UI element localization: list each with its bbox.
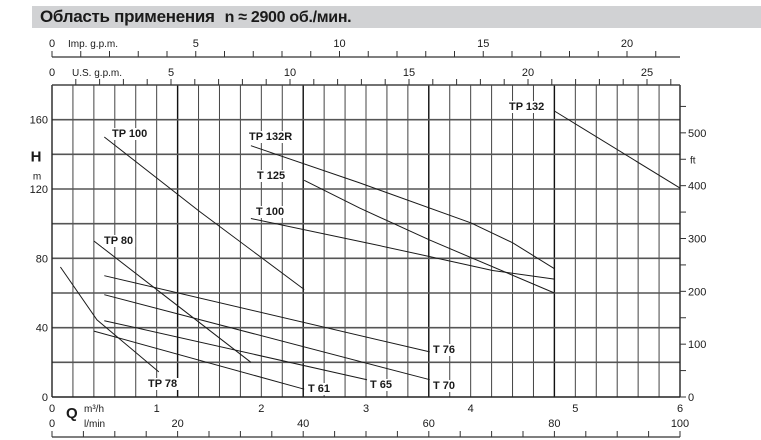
us-gpm-tick-label: 15 xyxy=(403,67,415,79)
series-label: T 65 xyxy=(370,379,392,391)
curve-tp-100 xyxy=(103,136,305,290)
imp-gpm-tick-label: 20 xyxy=(621,38,633,50)
series-label: T 100 xyxy=(256,206,284,218)
curve-t-125 xyxy=(303,179,555,294)
series-label-background xyxy=(247,131,295,143)
y-axis-symbol: H xyxy=(31,148,42,165)
x-tick-label: 2 xyxy=(258,403,264,415)
series-label: TP 80 xyxy=(104,235,133,247)
lmin-unit: l/min xyxy=(84,419,105,430)
series-label-background xyxy=(254,206,287,218)
curve-t-76 xyxy=(104,275,430,353)
ft-tick-label: 300 xyxy=(688,234,706,246)
x-axis-unit: m³/h xyxy=(84,404,104,415)
y-tick-label: 0 xyxy=(42,392,48,404)
us-gpm-tick-label: 10 xyxy=(284,67,296,79)
us-gpm-tick-label: 25 xyxy=(641,67,653,79)
imp-gpm-tick-label: 0 xyxy=(49,38,55,50)
ft-tick-label: 500 xyxy=(688,128,706,140)
lmin-tick-label: 60 xyxy=(423,418,435,430)
x-tick-label: 4 xyxy=(468,403,474,415)
series-label-background xyxy=(110,128,150,140)
series-label: T 125 xyxy=(257,170,285,182)
imp-gpm-tick-label: 10 xyxy=(333,38,345,50)
title-main: Область применения xyxy=(40,7,215,26)
ft-unit-label: ft xyxy=(690,155,696,166)
series-label-background xyxy=(507,101,547,113)
imp-gpm-tick-label: 5 xyxy=(193,38,199,50)
curve-tp-132r xyxy=(250,145,555,270)
series-label-background xyxy=(368,379,395,391)
lmin-tick-label: 20 xyxy=(171,418,183,430)
title-bar: Область применения n ≈ 2900 об./мин. xyxy=(32,6,761,28)
series-label: T 61 xyxy=(308,383,330,395)
lmin-tick-label: 0 xyxy=(49,418,55,430)
curve-tp-78 xyxy=(59,266,160,373)
ft-tick-label: 100 xyxy=(688,339,706,351)
curve-t-61 xyxy=(93,330,305,390)
series-label: T 70 xyxy=(433,380,455,392)
x-tick-label: 5 xyxy=(572,403,578,415)
y-tick-label: 80 xyxy=(36,253,48,265)
series-label-background xyxy=(255,170,288,182)
series-label-background xyxy=(431,344,458,356)
x-axis-symbol: Q xyxy=(66,405,78,422)
us-gpm-tick-label: 5 xyxy=(168,67,174,79)
curve-tp-132 xyxy=(554,110,681,189)
us-gpm-unit: U.S. g.p.m. xyxy=(72,68,122,79)
lmin-tick-label: 80 xyxy=(548,418,560,430)
series-label-background xyxy=(102,235,136,247)
series-label-background xyxy=(431,380,458,392)
curve-t-70 xyxy=(104,294,430,381)
curve-t-65 xyxy=(104,320,368,381)
ft-tick-label: 200 xyxy=(688,286,706,298)
us-gpm-tick-label: 0 xyxy=(49,67,55,79)
series-label-background xyxy=(306,383,333,395)
series-label: TP 132R xyxy=(249,131,292,143)
chart-title: Область применения n ≈ 2900 об./мин. xyxy=(40,7,352,27)
ft-tick-label: 400 xyxy=(688,181,706,193)
lmin-tick-label: 100 xyxy=(671,418,689,430)
title-speed: n ≈ 2900 об./мин. xyxy=(224,9,352,26)
x-tick-label: 1 xyxy=(154,403,160,415)
y-tick-label: 40 xyxy=(36,323,48,335)
series-label: TP 78 xyxy=(148,378,177,390)
x-tick-label: 3 xyxy=(363,403,369,415)
series-label: TP 132 xyxy=(509,101,544,113)
series-label-background xyxy=(146,378,180,390)
curve-t-100 xyxy=(250,218,555,280)
us-gpm-tick-label: 20 xyxy=(522,67,534,79)
curve-tp-80 xyxy=(93,240,252,363)
imp-gpm-unit: Imp. g.p.m. xyxy=(68,39,118,50)
ft-tick-label: 0 xyxy=(688,392,694,404)
x-tick-label: 0 xyxy=(49,403,55,415)
y-axis-unit: m xyxy=(33,171,41,182)
series-label: TP 100 xyxy=(112,128,147,140)
y-tick-label: 160 xyxy=(30,115,48,127)
x-tick-label: 6 xyxy=(677,403,683,415)
series-label: T 76 xyxy=(433,344,455,356)
y-tick-label: 120 xyxy=(30,184,48,196)
lmin-tick-label: 40 xyxy=(297,418,309,430)
imp-gpm-tick-label: 15 xyxy=(477,38,489,50)
